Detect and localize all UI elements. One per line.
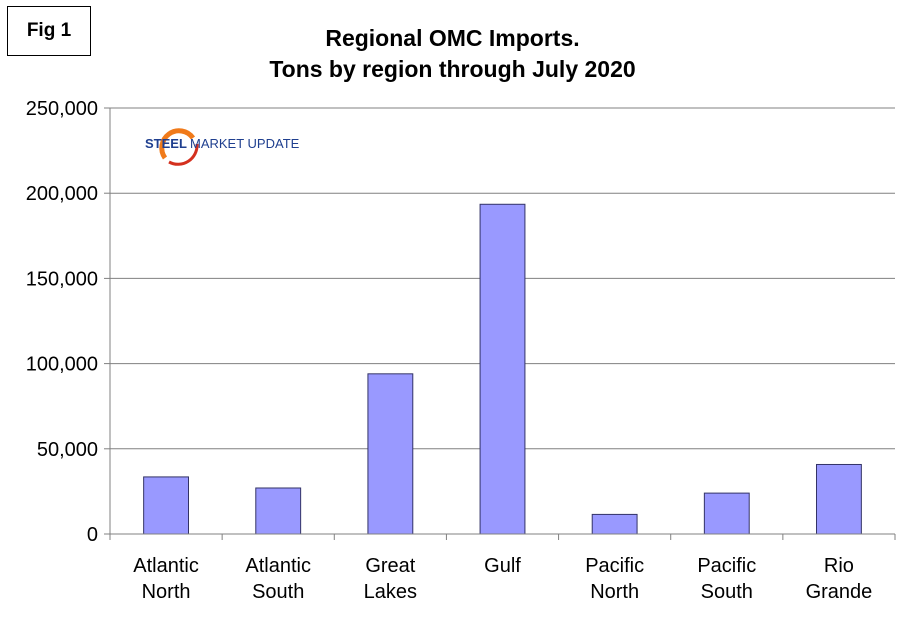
bar: [703, 492, 750, 535]
bar: [255, 487, 302, 535]
bar: [816, 463, 862, 535]
y-tick-label: 100,000: [26, 354, 98, 376]
y-tick-label: 200,000: [26, 183, 98, 205]
bars: [143, 203, 862, 535]
x-tick-label: Pacific South: [697, 555, 756, 603]
steel-market-update-logo: STEEL MARKET UPDATE: [143, 122, 313, 166]
y-tick-label: 250,000: [26, 98, 98, 120]
x-tick-label: Atlantic North: [133, 555, 199, 603]
x-tick-labels: Atlantic North Atlantic South Great Lakes Gulf…: [133, 555, 872, 603]
chart-subtitle: Tons by region through July 2020: [269, 56, 636, 82]
y-tick-label: 0: [87, 524, 98, 546]
bar: [143, 476, 189, 535]
y-tick-label: 50,000: [37, 439, 98, 461]
logo-arc-icon: [159, 128, 196, 160]
x-tick-label: Great Lakes: [364, 555, 417, 603]
logo-arc-icon: [168, 143, 199, 166]
x-tick-label: Gulf: [484, 555, 521, 577]
y-tick-label: 150,000: [26, 268, 98, 290]
x-tick-label: Pacific North: [585, 555, 644, 603]
chart-title: Regional OMC Imports.: [325, 25, 580, 51]
y-tick-labels: 0 50,000 100,000 150,000 200,000 250,000: [26, 98, 98, 546]
bar: [591, 513, 638, 535]
logo-word-market-update: MARKET UPDATE: [190, 136, 300, 151]
x-tick-label: Rio Grande: [806, 555, 873, 603]
logo-word-steel: STEEL: [145, 136, 187, 151]
axes: [104, 107, 896, 540]
bar: [479, 203, 526, 535]
x-tick-label: Atlantic South: [245, 555, 311, 603]
gridlines: [110, 107, 895, 450]
bar: [367, 373, 414, 535]
figure-label: Fig 1: [7, 6, 91, 56]
